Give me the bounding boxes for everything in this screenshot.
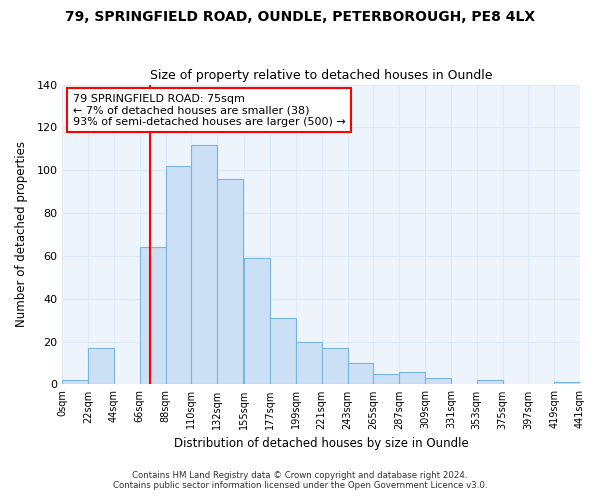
Bar xyxy=(296,342,322,384)
Bar xyxy=(217,179,243,384)
Y-axis label: Number of detached properties: Number of detached properties xyxy=(15,142,28,328)
X-axis label: Distribution of detached houses by size in Oundle: Distribution of detached houses by size … xyxy=(174,437,469,450)
Title: Size of property relative to detached houses in Oundle: Size of property relative to detached ho… xyxy=(150,69,493,82)
Text: 79 SPRINGFIELD ROAD: 75sqm
← 7% of detached houses are smaller (38)
93% of semi-: 79 SPRINGFIELD ROAD: 75sqm ← 7% of detac… xyxy=(73,94,346,127)
Bar xyxy=(244,258,270,384)
Bar xyxy=(62,380,88,384)
Bar xyxy=(554,382,580,384)
Bar xyxy=(399,372,425,384)
Bar xyxy=(88,348,114,385)
Bar xyxy=(425,378,451,384)
Bar xyxy=(166,166,191,384)
Bar xyxy=(347,363,373,384)
Text: Contains HM Land Registry data © Crown copyright and database right 2024.
Contai: Contains HM Land Registry data © Crown c… xyxy=(113,470,487,490)
Bar xyxy=(270,318,296,384)
Bar xyxy=(476,380,503,384)
Bar xyxy=(140,248,166,384)
Text: 79, SPRINGFIELD ROAD, OUNDLE, PETERBOROUGH, PE8 4LX: 79, SPRINGFIELD ROAD, OUNDLE, PETERBOROU… xyxy=(65,10,535,24)
Bar xyxy=(322,348,347,385)
Bar xyxy=(373,374,399,384)
Bar xyxy=(191,144,217,384)
